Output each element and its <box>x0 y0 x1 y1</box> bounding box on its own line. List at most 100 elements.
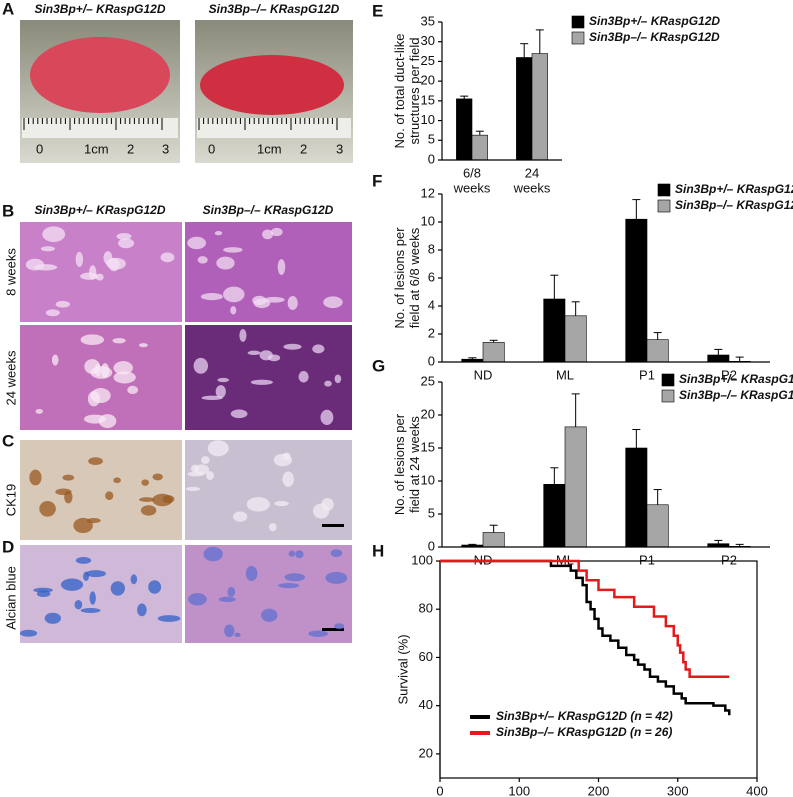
row-label: CK19 <box>3 484 18 517</box>
tissue-texture <box>239 328 247 342</box>
tissue-texture <box>62 474 75 481</box>
tissue-texture <box>278 582 300 589</box>
tissue-texture <box>148 580 162 594</box>
tissue-texture <box>140 505 157 516</box>
y-axis-label: field at 24 weeks <box>407 416 422 513</box>
row-label: Alcian blue <box>3 566 18 630</box>
ruler-label: 1cm <box>257 141 282 156</box>
error-bar <box>571 301 580 316</box>
tissue-texture <box>223 247 243 253</box>
tissue-texture <box>39 501 56 517</box>
error-bar <box>632 199 641 220</box>
error-bar <box>653 332 662 340</box>
y-tick-label: 0 <box>428 353 435 368</box>
tissue-texture <box>141 479 149 486</box>
y-tick-label: 20 <box>419 745 433 760</box>
error-bar <box>535 29 544 54</box>
y-tick-label: 5 <box>428 505 435 520</box>
y-tick-label: 0 <box>428 538 435 553</box>
tissue-texture <box>207 440 229 457</box>
tissue-texture <box>263 296 285 303</box>
tissue-texture <box>200 293 223 301</box>
bar <box>646 339 669 363</box>
histology <box>185 440 352 540</box>
header: Sin3Bp–/– KRaspG12D <box>209 2 340 16</box>
y-tick-label: 10 <box>421 112 435 127</box>
tissue-texture <box>215 385 226 398</box>
y-tick-label: 30 <box>421 33 435 48</box>
tissue-texture <box>40 246 55 252</box>
tissue-texture <box>110 581 125 596</box>
tissue-texture <box>233 511 248 522</box>
header: Sin3Bp+/– KRaspG12D <box>34 2 165 16</box>
tissue-texture <box>25 258 45 271</box>
y-axis-label: No. of lesions per <box>392 413 407 515</box>
tissue-texture <box>270 227 283 237</box>
tissue-texture <box>188 593 207 606</box>
tissue-texture <box>283 343 302 350</box>
x-tick-label: 300 <box>667 783 689 797</box>
x-tick-label: P1 <box>639 367 655 382</box>
tissue-texture <box>45 309 60 317</box>
y-tick-label: 40 <box>419 697 433 712</box>
error-bar <box>468 357 477 360</box>
tissue-texture <box>83 571 90 581</box>
tissue-texture <box>330 549 343 558</box>
tissue-texture <box>60 578 84 591</box>
tissue-texture <box>247 350 261 356</box>
tissue-texture <box>106 257 126 270</box>
y-tick-label: 80 <box>419 601 433 616</box>
error-bar <box>520 43 529 58</box>
tissue-texture <box>273 453 293 467</box>
plot-frame <box>439 560 758 779</box>
legend-swatch <box>571 31 585 45</box>
y-tick-label: 12 <box>421 185 435 200</box>
error-bar <box>632 429 641 448</box>
tissue-texture <box>113 361 133 375</box>
y-axis-label: No. of lesions per <box>392 227 407 329</box>
tissue-texture <box>261 608 278 622</box>
x-tick-label: 200 <box>588 783 610 797</box>
tissue-texture <box>98 414 117 429</box>
tissue-texture <box>334 623 345 630</box>
panel-label: G <box>372 356 385 375</box>
tissue-texture <box>162 495 175 504</box>
tissue-texture <box>201 456 210 465</box>
y-tick-label: 20 <box>421 73 435 88</box>
bar <box>482 342 505 363</box>
x-tick-label: 400 <box>746 783 768 797</box>
bar <box>564 426 587 548</box>
legend-swatch <box>657 199 671 213</box>
tissue-texture <box>312 344 325 354</box>
legend-label: Sin3Bp+/– KRaspG12D <box>589 14 720 28</box>
tissue-texture <box>234 632 241 638</box>
tissue-texture <box>193 357 209 374</box>
legend-label: Sin3Bp–/– KRaspG12D <box>675 198 793 212</box>
panel-label: C <box>2 431 14 450</box>
tissue-texture <box>90 366 113 379</box>
tissue-texture <box>216 256 235 270</box>
error-bar <box>468 543 477 546</box>
y-tick-label: 2 <box>428 325 435 340</box>
error-bar <box>489 339 498 343</box>
y-tick-label: 4 <box>428 297 435 312</box>
header: Sin3Bp+/– KRaspG12D <box>34 203 165 217</box>
legend-swatch <box>657 183 671 197</box>
error-bar <box>460 95 469 99</box>
x-tick-label: 24 <box>525 165 539 180</box>
tissue-texture <box>160 252 175 263</box>
panel-label: F <box>372 171 382 190</box>
y-axis-label: field at 6/8 weeks <box>407 227 422 328</box>
ruler-label: 2 <box>300 141 307 156</box>
tissue-texture <box>223 286 245 303</box>
x-tick-label: P2 <box>721 552 737 567</box>
tissue-texture <box>250 379 273 385</box>
x-tick-label: 100 <box>508 783 530 797</box>
tissue-texture <box>55 488 72 496</box>
ruler-label: 0 <box>36 141 43 156</box>
y-axis-label: No. of total duct-like <box>392 34 407 149</box>
tissue-texture <box>284 573 305 582</box>
y-tick-label: 20 <box>421 406 435 421</box>
ruler-label: 3 <box>336 141 343 156</box>
y-tick-label: 25 <box>421 53 435 68</box>
